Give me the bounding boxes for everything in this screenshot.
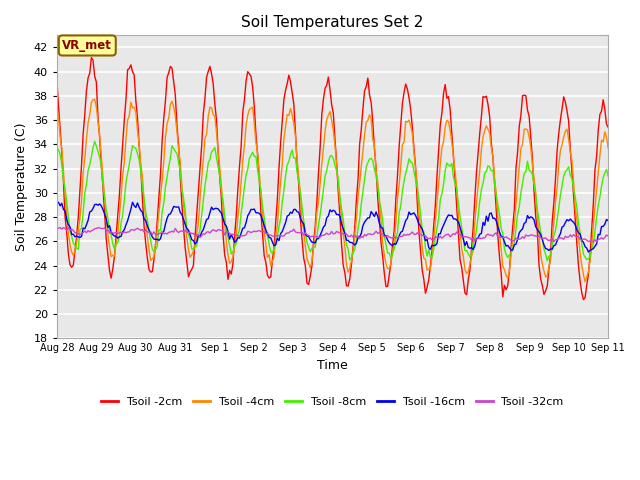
Tsoil -16cm [512, 241, 520, 247]
Tsoil -4cm [581, 279, 589, 285]
Tsoil -4cm [506, 268, 513, 274]
Tsoil -2cm [60, 178, 67, 183]
Tsoil -32cm [604, 233, 612, 239]
Tsoil -16cm [177, 209, 184, 215]
Tsoil -4cm [53, 108, 61, 114]
Title: Soil Temperatures Set 2: Soil Temperatures Set 2 [241, 15, 424, 30]
Tsoil -4cm [364, 118, 372, 123]
Tsoil -2cm [220, 232, 227, 238]
Tsoil -4cm [220, 205, 227, 211]
Tsoil -2cm [512, 166, 520, 171]
Legend: Tsoil -2cm, Tsoil -4cm, Tsoil -8cm, Tsoil -16cm, Tsoil -32cm: Tsoil -2cm, Tsoil -4cm, Tsoil -8cm, Tsoi… [97, 392, 568, 411]
Tsoil -2cm [580, 297, 588, 302]
Tsoil -16cm [506, 245, 513, 251]
Tsoil -8cm [506, 252, 513, 257]
Tsoil -4cm [512, 202, 520, 207]
Tsoil -32cm [177, 228, 184, 234]
Line: Tsoil -32cm: Tsoil -32cm [57, 228, 608, 242]
X-axis label: Time: Time [317, 359, 348, 372]
Tsoil -4cm [177, 159, 184, 165]
Line: Tsoil -8cm: Tsoil -8cm [57, 142, 608, 261]
Tsoil -8cm [604, 173, 612, 179]
Y-axis label: Soil Temperature (C): Soil Temperature (C) [15, 122, 28, 251]
Tsoil -32cm [506, 236, 513, 242]
Tsoil -2cm [53, 76, 61, 82]
Line: Tsoil -4cm: Tsoil -4cm [57, 99, 608, 282]
Tsoil -8cm [177, 168, 184, 174]
Tsoil -8cm [364, 160, 372, 166]
Tsoil -2cm [364, 75, 372, 81]
Line: Tsoil -16cm: Tsoil -16cm [57, 202, 608, 252]
Tsoil -2cm [506, 268, 513, 274]
Tsoil -4cm [91, 96, 99, 102]
Tsoil -16cm [53, 200, 61, 205]
Tsoil -8cm [60, 177, 67, 183]
Tsoil -32cm [220, 228, 227, 234]
Tsoil -8cm [543, 258, 551, 264]
Tsoil -16cm [129, 199, 136, 205]
Tsoil -2cm [604, 124, 612, 130]
Tsoil -32cm [364, 231, 372, 237]
Tsoil -32cm [65, 225, 72, 230]
Tsoil -4cm [604, 145, 612, 151]
Tsoil -8cm [512, 226, 520, 232]
Text: VR_met: VR_met [62, 39, 112, 52]
Tsoil -16cm [604, 218, 612, 224]
Tsoil -2cm [88, 55, 95, 60]
Tsoil -8cm [53, 144, 61, 150]
Tsoil -8cm [91, 139, 99, 144]
Tsoil -16cm [364, 215, 372, 221]
Tsoil -32cm [593, 239, 600, 245]
Tsoil -32cm [53, 225, 61, 230]
Tsoil -16cm [584, 249, 592, 255]
Tsoil -8cm [220, 198, 227, 204]
Line: Tsoil -2cm: Tsoil -2cm [57, 58, 608, 300]
Tsoil -2cm [177, 173, 184, 179]
Tsoil -4cm [60, 168, 67, 173]
Tsoil -32cm [512, 235, 520, 241]
Tsoil -32cm [60, 225, 67, 230]
Tsoil -16cm [220, 216, 227, 221]
Tsoil -16cm [60, 206, 67, 212]
